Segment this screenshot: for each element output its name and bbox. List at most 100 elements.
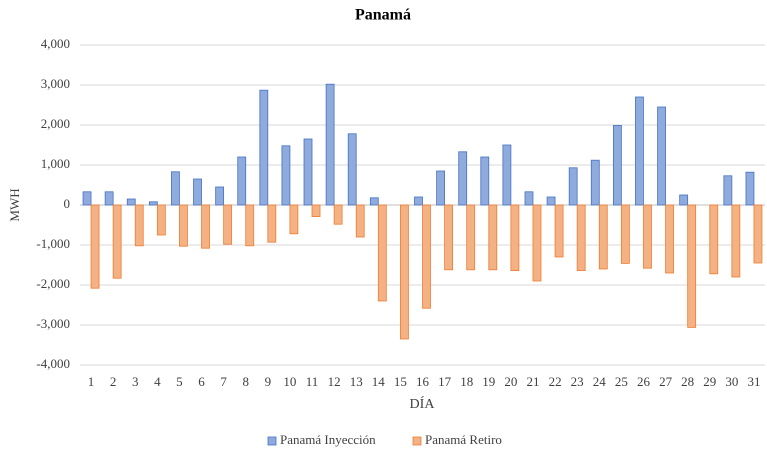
bar	[156, 204, 166, 236]
x-tick-label: 29	[703, 374, 716, 389]
x-tick-label: 18	[460, 374, 473, 389]
y-tick-label: -2,000	[36, 276, 70, 291]
y-tick-label: -3,000	[36, 316, 70, 331]
x-tick-label: 15	[394, 374, 407, 389]
bar	[193, 178, 202, 206]
x-tick-label: 7	[220, 374, 227, 389]
x-tick-label: 27	[659, 374, 673, 389]
bar	[369, 197, 379, 206]
legend-swatch	[412, 436, 422, 446]
bar	[126, 198, 136, 206]
x-tick-label: 31	[747, 374, 760, 389]
x-tick-label: 8	[242, 374, 249, 389]
legend-label: Panamá Inyección	[280, 432, 376, 447]
bar	[422, 204, 431, 309]
x-tick-label: 22	[549, 374, 562, 389]
bar	[347, 133, 357, 206]
x-tick-label: 28	[681, 374, 694, 389]
bar	[687, 204, 697, 328]
bar	[436, 170, 445, 206]
x-tick-label: 11	[306, 374, 319, 389]
bar	[657, 106, 666, 206]
bar	[458, 151, 468, 206]
bar	[400, 204, 409, 340]
x-tick-label: 4	[154, 374, 161, 389]
y-tick-label: 2,000	[41, 116, 70, 131]
bar	[303, 138, 313, 206]
bar	[753, 204, 763, 264]
bar	[568, 167, 578, 206]
bar	[598, 204, 608, 270]
bar	[554, 204, 564, 258]
y-tick-label: 1,000	[41, 156, 70, 171]
bar	[444, 204, 453, 271]
y-tick-label: 4,000	[41, 36, 70, 51]
bar	[281, 145, 291, 206]
bar	[643, 204, 652, 269]
x-tick-label: 24	[593, 374, 607, 389]
x-tick-label: 25	[615, 374, 628, 389]
x-tick-label: 19	[482, 374, 495, 389]
x-tick-label: 21	[526, 374, 539, 389]
bar	[90, 204, 100, 289]
y-tick-label: -1,000	[36, 236, 70, 251]
x-tick-label: 30	[725, 374, 738, 389]
bar	[546, 196, 556, 206]
x-tick-label: 23	[571, 374, 584, 389]
legend-swatch	[267, 436, 277, 446]
bar	[723, 175, 733, 206]
bar	[576, 204, 586, 271]
bar	[267, 204, 277, 243]
bar	[104, 191, 114, 206]
x-tick-label: 5	[176, 374, 183, 389]
x-tick-label: 2	[110, 374, 117, 389]
bar	[612, 125, 622, 206]
bar	[82, 191, 92, 206]
y-tick-label: -4,000	[36, 356, 70, 371]
bar	[201, 204, 210, 249]
y-tick-label: 0	[64, 196, 71, 211]
x-tick-label: 13	[350, 374, 363, 389]
bar	[134, 204, 144, 247]
x-tick-label: 17	[438, 374, 452, 389]
bar	[171, 171, 180, 206]
bar	[259, 89, 269, 206]
bar	[502, 144, 512, 206]
bar	[745, 171, 755, 206]
bar	[590, 159, 600, 206]
bar	[480, 156, 490, 206]
x-axis-label: DÍA	[410, 395, 436, 412]
bar	[665, 204, 674, 274]
bar	[325, 83, 335, 206]
x-tick-label: 12	[328, 374, 341, 389]
x-tick-label: 20	[504, 374, 517, 389]
bar	[112, 204, 122, 279]
bar	[355, 204, 365, 238]
bar	[148, 201, 158, 206]
bar	[311, 204, 321, 217]
bar	[466, 204, 476, 271]
bar	[709, 204, 719, 275]
bar	[488, 204, 498, 271]
x-tick-label: 1	[88, 374, 95, 389]
x-tick-label: 10	[283, 374, 296, 389]
bar	[731, 204, 741, 278]
x-tick-label: 16	[416, 374, 430, 389]
y-axis-label: MWH	[7, 188, 22, 221]
bar	[223, 204, 233, 245]
bar	[414, 196, 423, 206]
bar	[179, 204, 188, 247]
y-tick-label: 3,000	[41, 76, 70, 91]
x-tick-label: 26	[637, 374, 651, 389]
x-tick-label: 14	[372, 374, 386, 389]
bar	[245, 204, 255, 247]
bar	[237, 156, 247, 206]
x-tick-label: 3	[132, 374, 139, 389]
x-tick-label: 6	[198, 374, 205, 389]
bar	[532, 204, 542, 282]
bar	[524, 191, 534, 206]
bar	[333, 204, 343, 225]
bar	[289, 204, 299, 235]
bar	[510, 204, 520, 271]
